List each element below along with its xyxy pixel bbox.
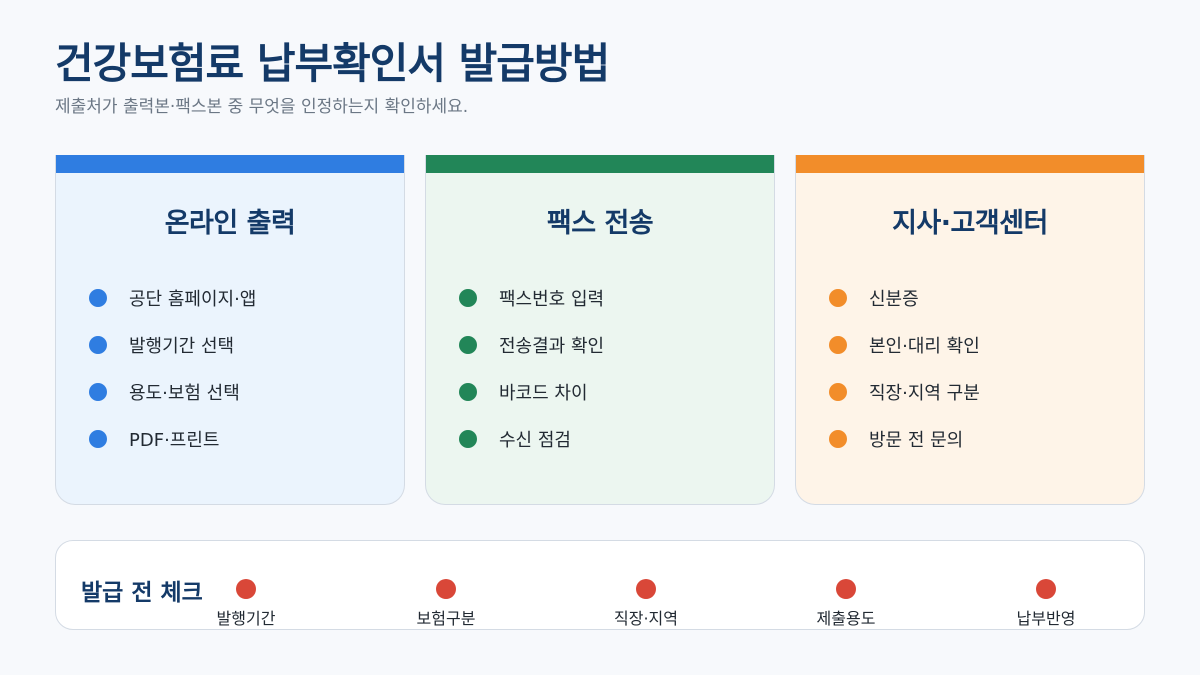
bullet-dot-icon	[89, 430, 107, 448]
checklist-item: 제출용도	[776, 579, 916, 629]
card-accent-bar	[56, 155, 404, 173]
checklist-item-label: 직장·지역	[614, 609, 678, 628]
check-dot-icon	[836, 579, 856, 599]
bullet-dot-icon	[89, 383, 107, 401]
page-title: 건강보험료 납부확인서 발급방법	[55, 39, 610, 88]
check-dot-icon	[236, 579, 256, 599]
card-title: 온라인 출력	[164, 208, 296, 239]
page-subtitle: 제출처가 출력본·팩스본 중 무엇을 인정하는지 확인하세요.	[55, 97, 469, 117]
check-dot-icon	[436, 579, 456, 599]
list-item: 전송결과 확인	[459, 316, 604, 374]
list-item: 바코드 차이	[459, 363, 604, 421]
list-item-label: 팩스번호 입력	[499, 289, 605, 310]
check-dot-icon	[636, 579, 656, 599]
bullet-dot-icon	[89, 336, 107, 354]
list-item: 수신 점검	[459, 410, 604, 468]
check-dot-icon	[1036, 579, 1056, 599]
checklist-item: 납부반영	[976, 579, 1116, 629]
list-item-label: PDF·프린트	[129, 430, 220, 451]
pre-issue-checklist: 발급 전 체크 발행기간 보험구분 직장·지역 제출용도 납부반영	[55, 540, 1145, 630]
checklist-item-label: 발행기간	[216, 609, 276, 628]
list-item: 공단 홈페이지·앱	[89, 269, 256, 327]
list-item: 본인·대리 확인	[829, 316, 980, 374]
list-item-label: 직장·지역 구분	[869, 383, 980, 404]
list-item-label: 신분증	[869, 289, 919, 310]
card-fax-send: 팩스 전송 팩스번호 입력 전송결과 확인 바코드 차이 수신 점검	[425, 155, 775, 505]
card-step-list: 신분증 본인·대리 확인 직장·지역 구분 방문 전 문의	[829, 280, 980, 468]
card-online-print: 온라인 출력 공단 홈페이지·앱 발행기간 선택 용도·보험 선택 PDF·프린…	[55, 155, 405, 505]
card-branch-center: 지사·고객센터 신분증 본인·대리 확인 직장·지역 구분 방문 전 문의	[795, 155, 1145, 505]
list-item-label: 발행기간 선택	[129, 336, 235, 357]
list-item: 발행기간 선택	[89, 316, 256, 374]
list-item: 신분증	[829, 269, 980, 327]
card-title: 지사·고객센터	[892, 208, 1048, 239]
card-title: 팩스 전송	[546, 208, 654, 239]
bullet-dot-icon	[89, 289, 107, 307]
list-item-label: 바코드 차이	[499, 383, 588, 404]
list-item-label: 방문 전 문의	[869, 430, 964, 451]
bullet-dot-icon	[829, 289, 847, 307]
card-step-list: 팩스번호 입력 전송결과 확인 바코드 차이 수신 점검	[459, 280, 604, 468]
list-item-label: 전송결과 확인	[499, 336, 605, 357]
list-item: 팩스번호 입력	[459, 269, 604, 327]
checklist-item-label: 납부반영	[1016, 609, 1076, 628]
checklist-item: 보험구분	[376, 579, 516, 629]
list-item-label: 공단 홈페이지·앱	[129, 289, 257, 310]
list-item-label: 수신 점검	[499, 430, 571, 451]
bullet-dot-icon	[829, 336, 847, 354]
card-accent-bar	[796, 155, 1144, 173]
list-item: PDF·프린트	[89, 410, 256, 468]
checklist-item: 발행기간	[176, 579, 316, 629]
card-accent-bar	[426, 155, 774, 173]
bullet-dot-icon	[459, 430, 477, 448]
bullet-dot-icon	[829, 383, 847, 401]
card-step-list: 공단 홈페이지·앱 발행기간 선택 용도·보험 선택 PDF·프린트	[89, 280, 256, 468]
list-item: 직장·지역 구분	[829, 363, 980, 421]
checklist-title: 발급 전 체크	[81, 580, 203, 606]
list-item-label: 용도·보험 선택	[129, 383, 240, 404]
checklist-item-label: 제출용도	[816, 609, 876, 628]
bullet-dot-icon	[459, 336, 477, 354]
checklist-item-label: 보험구분	[416, 609, 476, 628]
bullet-dot-icon	[459, 289, 477, 307]
bullet-dot-icon	[829, 430, 847, 448]
checklist-item: 직장·지역	[576, 579, 716, 629]
list-item: 용도·보험 선택	[89, 363, 256, 421]
bullet-dot-icon	[459, 383, 477, 401]
list-item: 방문 전 문의	[829, 410, 980, 468]
list-item-label: 본인·대리 확인	[869, 336, 980, 357]
